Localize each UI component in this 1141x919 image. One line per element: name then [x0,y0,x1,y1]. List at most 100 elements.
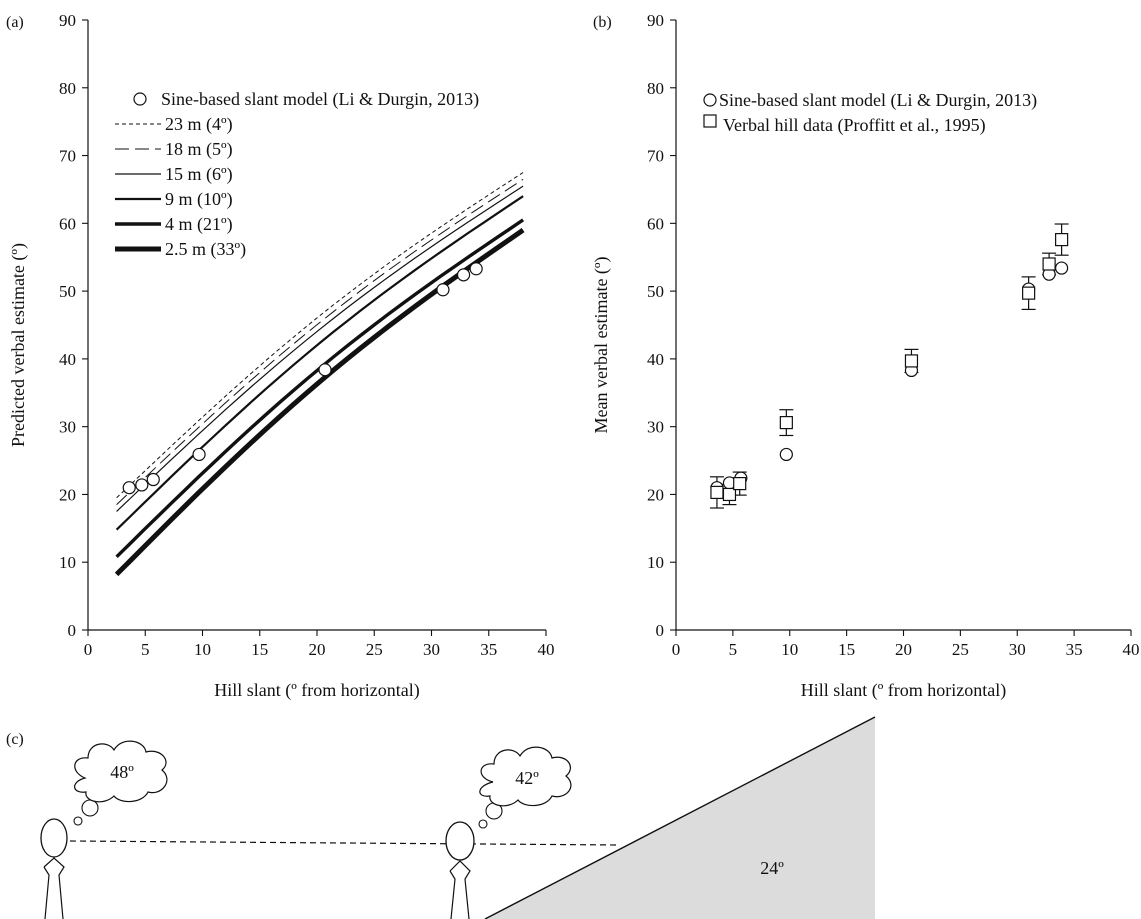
chart-a-legend-label: 9 m (10º) [165,189,233,210]
chart-a-legend-label: 4 m (21º) [165,214,233,235]
chart-a-x-tick-label: 35 [480,640,497,659]
chart-a-y-axis-label: Predicted verbal estimate (º) [8,243,29,447]
chart-b-y-tick-label: 30 [647,418,664,437]
thought-far-text: 48º [110,762,134,782]
observer-far-head [40,818,68,858]
chart-b-square-point [904,354,919,368]
chart-b-circle-point [1055,261,1069,275]
chart-a-x-tick-label: 30 [423,640,440,659]
chart-b-square-point [1055,233,1069,247]
panel-c-label: (c) [6,731,24,748]
chart-a-point [122,481,136,495]
chart-a-series-line [116,185,524,512]
chart-b-legend: Sine-based slant model (Li & Durgin, 201… [703,90,1037,136]
chart-a-point [192,447,206,462]
chart-b-y-axis-label: Mean verbal estimate (º) [591,256,612,433]
chart-a-legend-label: Sine-based slant model (Li & Durgin, 201… [161,89,479,110]
chart-b-x-axis-label: Hill slant (º from horizontal) [801,680,1007,701]
chart-b-x-tick-label: 5 [729,640,738,659]
thought-near-text: 42º [515,768,539,788]
chart-b-x-tick-label: 10 [781,640,798,659]
chart-b-y-tick-label: 10 [647,553,664,572]
chart-a-x-tick-label: 40 [538,640,555,659]
chart-b-legend-label: Sine-based slant model (Li & Durgin, 201… [719,90,1037,111]
eye-level-line [69,840,621,846]
chart-a-lines [114,172,525,577]
chart-a-y-tick-label: 0 [68,621,77,640]
chart-a-point [469,262,483,276]
thought-cloud-near [479,746,572,807]
chart-a-legend-marker [133,92,147,106]
thought-bubble-near-small [478,819,488,829]
chart-b-y-tick-label: 70 [647,147,664,166]
hill-slope-line [484,716,876,919]
chart-a-y-tick-label: 40 [59,350,76,369]
chart-a-point [146,472,160,487]
chart-a-x-tick-label: 10 [194,640,211,659]
panel-a-label: (a) [6,14,24,31]
chart-b-square-point [710,485,724,500]
chart-b: 0 5 10 15 20 25 30 35 40 0 10 20 30 40 50 60 70 80 90 Sine… [591,11,1140,701]
chart-b-y-tick-label: 80 [647,79,664,98]
chart-a: 0 5 10 15 20 25 30 35 40 0 10 20 30 40 50 60 70 80 90 Sine… [8,11,555,701]
chart-a-axes: 0 5 10 15 20 25 30 35 40 0 10 20 30 40 50 60 70 80 90 [59,11,555,659]
chart-b-legend-label: Verbal hill data (Proffitt et al., 1995) [723,115,986,136]
chart-b-y-tick-label: 0 [656,621,665,640]
observer-far [40,818,68,919]
panel-b-label: (b) [593,14,612,31]
chart-a-legend-label: 18 m (5º) [165,139,233,160]
chart-b-legend-marker [703,93,717,107]
chart-a-point [135,478,149,492]
chart-a-y-tick-label: 70 [59,147,76,166]
chart-a-y-tick-label: 50 [59,282,76,301]
chart-a-y-tick-label: 90 [59,11,76,30]
chart-a-y-tick-label: 30 [59,418,76,437]
chart-b-x-tick-label: 40 [1123,640,1140,659]
chart-b-square-point [722,487,737,502]
chart-b-y-tick-label: 60 [647,214,664,233]
observer-near-body-right [449,860,471,919]
chart-b-markers [709,223,1069,509]
chart-a-y-tick-label: 60 [59,214,76,233]
chart-b-x-tick-label: 20 [895,640,912,659]
chart-a-legend-label: 2.5 m (33º) [165,239,246,260]
chart-b-square-point [733,477,747,491]
chart-a-y-tick-label: 20 [59,485,76,504]
chart-a-x-tick-label: 15 [251,640,268,659]
chart-a-legend: Sine-based slant model (Li & Durgin, 201… [115,89,479,260]
chart-a-x-tick-label: 5 [141,640,150,659]
observer-far-body-left [43,866,50,919]
chart-a-series-line [116,178,524,505]
observer-near-head [445,821,475,861]
chart-a-series-line [116,172,524,499]
chart-a-series-line [114,228,525,577]
chart-b-circle-point [779,447,793,462]
chart-b-y-tick-label: 40 [647,350,664,369]
chart-b-axes: 0 5 10 15 20 25 30 35 40 0 10 20 30 40 50 60 70 80 90 [647,11,1140,659]
chart-b-x-tick-label: 0 [672,640,681,659]
chart-a-point [456,268,471,282]
chart-a-legend-label: 15 m (6º) [165,164,233,185]
chart-b-y-tick-label: 90 [647,11,664,30]
chart-a-x-tick-label: 20 [309,640,326,659]
chart-a-x-axis-label: Hill slant (º from horizontal) [214,680,420,701]
thought-bubble-far-medium [81,799,99,817]
chart-b-square-point [1022,286,1036,300]
chart-a-legend-label: 23 m (4º) [165,114,233,135]
chart-b-legend-marker [703,114,717,128]
chart-b-x-tick-label: 25 [952,640,969,659]
chart-a-point [436,283,450,297]
chart-b-square-point [1042,257,1056,271]
chart-a-x-tick-label: 0 [84,640,93,659]
chart-a-markers [122,262,483,495]
observer-far-body-right [43,857,65,919]
hill-illustration: 24º 48º 42º [40,716,876,919]
chart-b-x-tick-label: 30 [1009,640,1026,659]
observer-near-body-left [449,870,456,919]
chart-a-point [318,363,332,377]
hill-angle-label: 24º [760,858,784,878]
chart-b-y-tick-label: 50 [647,282,664,301]
observer-near [445,821,475,919]
chart-a-y-tick-label: 80 [59,79,76,98]
